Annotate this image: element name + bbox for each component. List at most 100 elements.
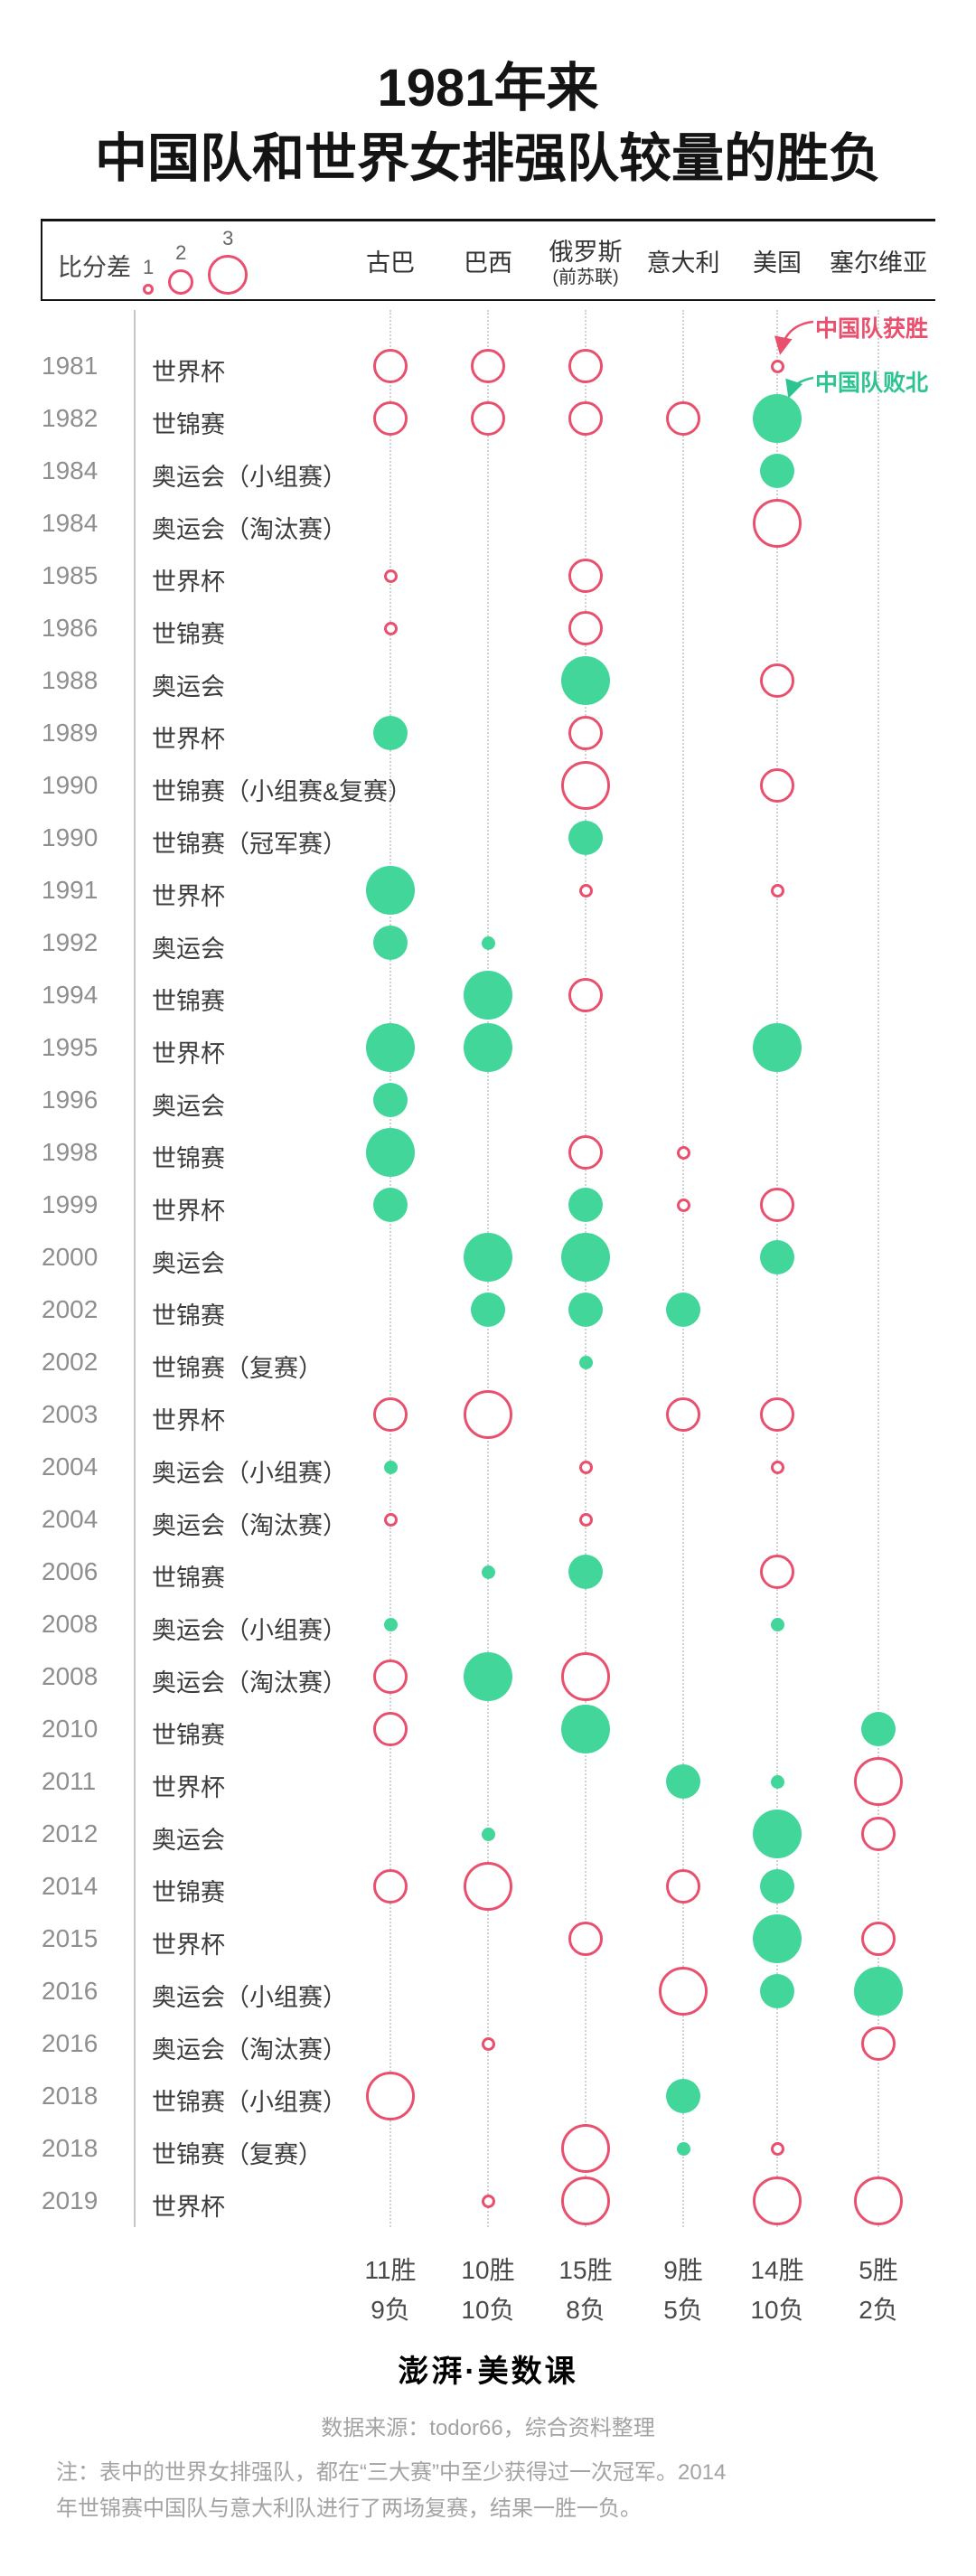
match-circle-russia-win bbox=[568, 349, 603, 383]
row-event: 世锦赛 bbox=[152, 1879, 225, 1906]
total-losses: 10负 bbox=[461, 2296, 515, 2324]
row-event: 世锦赛 bbox=[152, 1565, 225, 1592]
chart-row-1989: 1989 世界杯 bbox=[0, 707, 976, 759]
column-header-italy: 意大利 bbox=[647, 226, 720, 300]
chart-row-1988: 1988 奥运会 bbox=[0, 654, 976, 707]
chart-row-2008: 2008 奥运会（淘汰赛） bbox=[0, 1650, 976, 1703]
row-year: 2002 bbox=[42, 1348, 99, 1376]
legend-size-circle-2 bbox=[168, 269, 194, 295]
match-circle-cuba-loss bbox=[383, 1617, 398, 1631]
match-circle-cuba-win bbox=[373, 1712, 408, 1746]
row-year: 1992 bbox=[42, 928, 99, 956]
match-circle-russia-win bbox=[561, 761, 610, 810]
match-circle-brazil-loss bbox=[471, 1293, 505, 1327]
chart-row-2003: 2003 世界杯 bbox=[0, 1388, 976, 1441]
chart-row-1991: 1991 世界杯 bbox=[0, 864, 976, 917]
chart-row-2002: 2002 世锦赛（复赛） bbox=[0, 1336, 976, 1388]
match-circle-russia-loss bbox=[568, 1188, 603, 1222]
match-circle-usa-loss bbox=[760, 1869, 794, 1904]
row-year: 2018 bbox=[42, 2082, 99, 2110]
row-event: 世界杯 bbox=[152, 1198, 225, 1225]
total-wins: 14胜 bbox=[750, 2256, 804, 2284]
chart-row-2015: 2015 世界杯 bbox=[0, 1913, 976, 1965]
chart-row-1992: 1992 奥运会 bbox=[0, 917, 976, 969]
row-event: 世锦赛 bbox=[152, 621, 225, 648]
legend-size-circle-3 bbox=[208, 255, 249, 295]
annotation-arrows bbox=[774, 320, 814, 399]
match-circle-russia-win bbox=[568, 978, 603, 1012]
chart-row-1985: 1985 世界杯 bbox=[0, 550, 976, 602]
match-circle-usa-loss bbox=[753, 1810, 802, 1858]
row-event: 世界杯 bbox=[152, 1932, 225, 1959]
column-header-sublabel: (前苏联) bbox=[552, 267, 619, 287]
row-year: 2006 bbox=[42, 1557, 99, 1585]
total-wins: 11胜 bbox=[364, 2256, 417, 2284]
row-event: 世界杯 bbox=[152, 359, 225, 386]
row-year: 2004 bbox=[42, 1453, 99, 1481]
match-circle-cuba-win bbox=[373, 1869, 408, 1904]
match-circle-russia-win bbox=[561, 1652, 610, 1701]
row-year: 1996 bbox=[42, 1086, 99, 1114]
match-circle-russia-win bbox=[568, 559, 603, 593]
match-circle-italy-loss bbox=[676, 2141, 690, 2156]
chart-row-1999: 1999 世界杯 bbox=[0, 1179, 976, 1231]
divider-header-bottom bbox=[41, 299, 935, 301]
column-header-serbia: 塞尔维亚 bbox=[830, 226, 927, 300]
match-circle-russia-win bbox=[568, 611, 603, 645]
row-event: 奥运会（淘汰赛） bbox=[152, 516, 347, 543]
match-circle-russia-loss bbox=[568, 821, 603, 855]
row-event: 世锦赛（小组赛） bbox=[152, 2089, 347, 2116]
total-wins: 15胜 bbox=[558, 2256, 613, 2284]
match-circle-serbia-win bbox=[861, 2026, 896, 2061]
chart-row-1984: 1984 奥运会（小组赛） bbox=[0, 445, 976, 497]
annotation-china-win: 中国队获胜 bbox=[815, 316, 929, 342]
chart-row-2011: 2011 世界杯 bbox=[0, 1755, 976, 1808]
legend-size-circle-1 bbox=[143, 284, 155, 295]
match-circle-italy-win bbox=[676, 1145, 690, 1160]
footnote: 注：表中的世界女排强队，都在“三大赛”中至少获得过一次冠军。2014 年世锦赛中… bbox=[56, 2455, 920, 2527]
column-header-usa: 美国 bbox=[753, 226, 802, 300]
match-circle-italy-loss bbox=[666, 1293, 700, 1327]
match-circle-russia-win bbox=[568, 401, 603, 436]
row-event: 世锦赛（复赛） bbox=[152, 2141, 323, 2168]
total-wins: 9胜 bbox=[663, 2256, 703, 2284]
match-circle-usa-loss bbox=[760, 454, 794, 488]
match-circle-brazil-loss bbox=[464, 971, 512, 1020]
row-year: 2010 bbox=[42, 1715, 99, 1743]
column-total-brazil: 10胜 10负 bbox=[461, 2251, 514, 2330]
row-event: 奥运会（淘汰赛） bbox=[152, 1512, 347, 1539]
row-year: 1991 bbox=[42, 876, 99, 904]
match-circle-cuba-loss bbox=[373, 1083, 408, 1117]
column-guide-line-serbia bbox=[877, 310, 879, 2227]
match-circle-russia-win bbox=[561, 2124, 610, 2173]
match-circle-serbia-win bbox=[861, 1922, 896, 1956]
row-year: 1990 bbox=[42, 771, 99, 799]
row-year: 2014 bbox=[42, 1872, 99, 1900]
match-circle-brazil-win bbox=[481, 2194, 495, 2208]
match-circle-italy-loss bbox=[666, 1764, 700, 1799]
legend-size-number: 1 bbox=[143, 256, 155, 278]
match-circle-serbia-win bbox=[854, 2176, 903, 2225]
match-circle-russia-loss bbox=[578, 1355, 593, 1369]
row-event: 世界杯 bbox=[152, 726, 225, 753]
match-circle-usa-win bbox=[770, 2141, 784, 2156]
row-year: 2018 bbox=[42, 2134, 99, 2162]
match-circle-serbia-win bbox=[854, 1757, 903, 1806]
chart-row-1981: 1981 世界杯 bbox=[0, 340, 976, 392]
match-circle-italy-win bbox=[666, 1397, 700, 1432]
legend-size-number: 2 bbox=[175, 241, 187, 264]
legend-size-item: 3 bbox=[208, 227, 249, 295]
footnote-line2: 年世锦赛中国队与意大利队进行了两场复赛，结果一胜一负。 bbox=[56, 2496, 642, 2521]
match-circle-cuba-loss bbox=[383, 1460, 398, 1474]
match-circle-usa-loss bbox=[753, 394, 802, 443]
row-year: 1990 bbox=[42, 823, 99, 851]
row-event: 奥运会 bbox=[152, 1093, 225, 1120]
win-arrow bbox=[774, 320, 814, 355]
column-header-label: 美国 bbox=[753, 249, 802, 277]
legend-left-border bbox=[41, 219, 42, 301]
row-event: 世锦赛（小组赛&复赛） bbox=[152, 778, 413, 805]
chart-row-2002: 2002 世锦赛 bbox=[0, 1283, 976, 1336]
row-event: 奥运会（小组赛） bbox=[152, 1460, 347, 1487]
match-circle-brazil-loss bbox=[464, 1023, 512, 1072]
